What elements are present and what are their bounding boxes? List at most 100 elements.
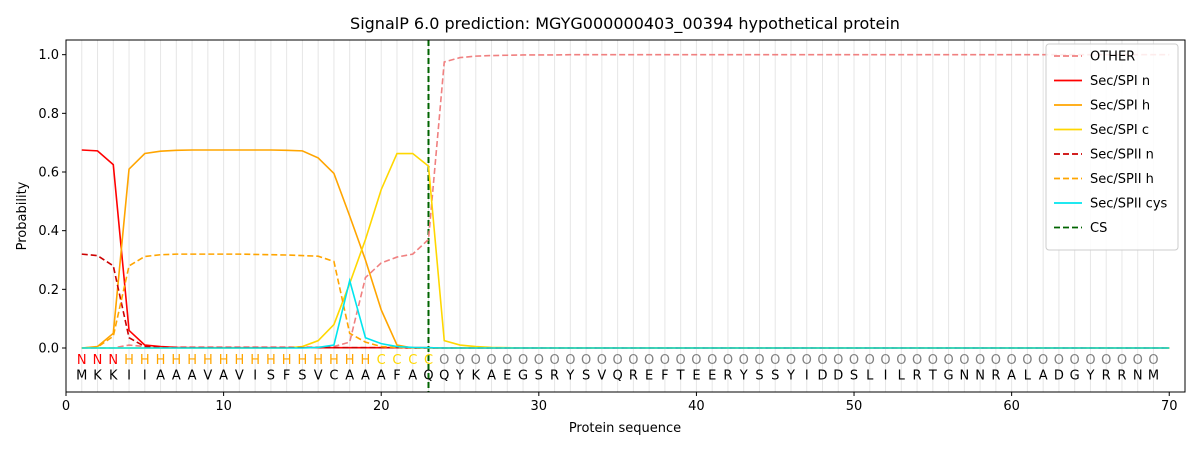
- residue-label: A: [377, 369, 386, 384]
- x-tick-label: 0: [62, 399, 70, 414]
- region-label: O: [849, 353, 859, 368]
- region-label: O: [502, 353, 512, 368]
- region-label: H: [298, 353, 308, 368]
- residue-label: G: [518, 369, 528, 384]
- residue-label: I: [805, 369, 809, 384]
- x-tick-label: 70: [1161, 399, 1178, 414]
- residue-label: I: [884, 369, 888, 384]
- region-label: H: [234, 353, 244, 368]
- region-label: O: [739, 353, 749, 368]
- legend: OTHER Sec/SPI n Sec/SPI h Sec/SPI c Sec/SPII…: [1045, 43, 1179, 251]
- residue-label: S: [850, 369, 858, 384]
- region-label: O: [1022, 353, 1032, 368]
- residue-label: S: [755, 369, 763, 384]
- region-label: H: [329, 353, 339, 368]
- legend-label: OTHER: [1090, 50, 1135, 65]
- residue-label: L: [1024, 369, 1032, 384]
- region-label: O: [471, 353, 481, 368]
- region-label: O: [943, 353, 953, 368]
- region-label: O: [723, 353, 733, 368]
- region-label: O: [1070, 353, 1080, 368]
- region-label: O: [565, 353, 575, 368]
- region-label: H: [266, 353, 276, 368]
- region-label: H: [187, 353, 197, 368]
- residue-label: A: [172, 369, 181, 384]
- residue-label: M: [1148, 369, 1159, 384]
- residue-label: N: [959, 369, 969, 384]
- residue-label: A: [188, 369, 197, 384]
- region-label: O: [896, 353, 906, 368]
- x-tick-label: 20: [373, 399, 390, 414]
- region-label: O: [439, 353, 449, 368]
- region-label: H: [361, 353, 371, 368]
- region-label: O: [975, 353, 985, 368]
- region-label: H: [140, 353, 150, 368]
- residue-label: A: [345, 369, 354, 384]
- y-tick-label: 0.6: [38, 166, 59, 181]
- region-label: O: [1038, 353, 1048, 368]
- region-label: O: [928, 353, 938, 368]
- chart-title: SignalP 6.0 prediction: MGYG000000403_00…: [350, 14, 900, 34]
- residue-label: V: [203, 369, 212, 384]
- region-label: O: [486, 353, 496, 368]
- region-label: H: [219, 353, 229, 368]
- region-label: O: [581, 353, 591, 368]
- legend-label: Sec/SPI c: [1090, 123, 1149, 138]
- region-label: C: [424, 353, 433, 368]
- x-tick-label: 50: [846, 399, 863, 414]
- series-line-sec-spii-cys: [81, 277, 1170, 349]
- region-label: C: [392, 353, 401, 368]
- residue-label: E: [503, 369, 511, 384]
- residue-label: Y: [565, 369, 574, 384]
- region-label: O: [518, 353, 528, 368]
- residue-label: Y: [455, 369, 464, 384]
- x-tick-label: 60: [1003, 399, 1020, 414]
- residue-label: F: [393, 369, 400, 384]
- region-label: O: [770, 353, 780, 368]
- residue-label: Q: [423, 369, 433, 384]
- region-label: O: [1054, 353, 1064, 368]
- region-label: O: [1007, 353, 1017, 368]
- region-label: O: [597, 353, 607, 368]
- residue-label: D: [1054, 369, 1064, 384]
- residue-label: R: [1117, 369, 1126, 384]
- y-axis-label: Probability: [15, 181, 30, 250]
- residue-label: L: [898, 369, 906, 384]
- region-label: O: [1148, 353, 1158, 368]
- residue-label: S: [771, 369, 779, 384]
- residue-label: K: [93, 369, 102, 384]
- residue-label: K: [472, 369, 481, 384]
- residue-label: A: [487, 369, 496, 384]
- residue-label: A: [361, 369, 370, 384]
- residue-label: R: [550, 369, 559, 384]
- residue-label: Q: [613, 369, 623, 384]
- region-label: H: [171, 353, 181, 368]
- region-label: O: [959, 353, 969, 368]
- residue-label: F: [283, 369, 290, 384]
- region-label: O: [660, 353, 670, 368]
- residue-label: S: [298, 369, 306, 384]
- region-label: H: [203, 353, 213, 368]
- plot-frame: [65, 39, 1186, 393]
- region-label: H: [282, 353, 292, 368]
- residue-label: R: [991, 369, 1000, 384]
- legend-label: Sec/SPII n: [1090, 148, 1154, 163]
- region-label: O: [644, 353, 654, 368]
- x-axis-label: Protein sequence: [569, 421, 681, 436]
- series-lines: [81, 53, 1170, 349]
- residue-label: I: [127, 369, 131, 384]
- residue-label: A: [219, 369, 228, 384]
- residue-label: N: [1133, 369, 1143, 384]
- region-label: H: [313, 353, 323, 368]
- region-label: O: [1101, 353, 1111, 368]
- grid-lines: [81, 40, 1154, 392]
- region-label: O: [991, 353, 1001, 368]
- region-label: H: [124, 353, 134, 368]
- residue-label: S: [535, 369, 543, 384]
- region-label: N: [77, 353, 87, 368]
- y-tick-label: 1.0: [38, 48, 59, 63]
- region-label: N: [108, 353, 118, 368]
- residue-label: F: [661, 369, 668, 384]
- region-label: H: [250, 353, 260, 368]
